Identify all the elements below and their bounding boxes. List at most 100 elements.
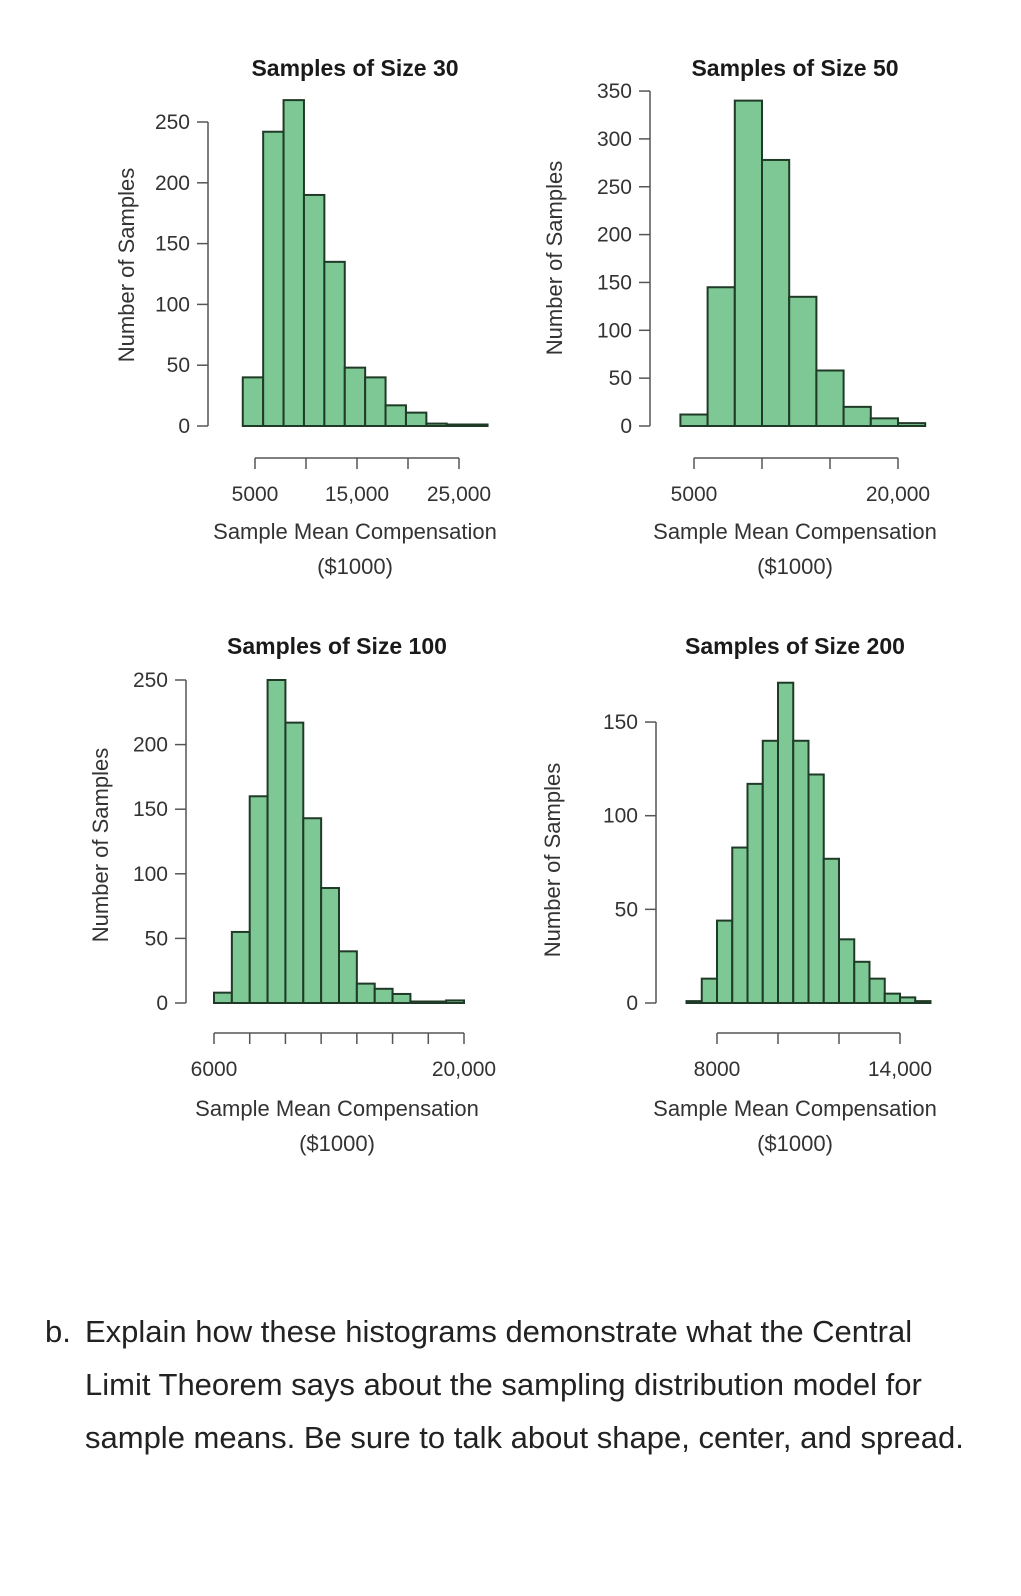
- y-tick-label: 100: [133, 863, 168, 886]
- y-tick-label: 0: [156, 992, 168, 1015]
- x-tick-label: 20,000: [432, 1058, 496, 1081]
- y-tick-label: 200: [133, 734, 168, 757]
- histogram-bar: [700, 977, 718, 1005]
- x-tick-label: 8000: [694, 1058, 741, 1081]
- histogram-bar: [355, 982, 376, 1004]
- histogram-bar: [391, 992, 412, 1004]
- y-tick-label: 150: [133, 798, 168, 821]
- histogram-bar: [733, 99, 763, 428]
- histogram-bar: [899, 996, 917, 1004]
- histogram-bar: [266, 679, 287, 1004]
- x-axis-label: Sample Mean Compensation: [213, 519, 497, 544]
- histogram-bar: [445, 423, 469, 427]
- y-tick-label: 150: [597, 271, 632, 294]
- histogram-bar: [343, 366, 367, 427]
- histogram-bar: [842, 405, 872, 427]
- y-tick-label: 350: [597, 80, 632, 103]
- y-tick-label: 200: [597, 224, 632, 247]
- histogram-bar: [338, 950, 358, 1005]
- histogram-bar: [897, 422, 927, 427]
- histogram-bar: [213, 991, 233, 1005]
- x-tick-label: 20,000: [866, 483, 930, 506]
- x-tick-label: 6000: [191, 1058, 238, 1081]
- histogram-bar: [807, 773, 825, 1005]
- y-tick-label: 250: [155, 111, 190, 134]
- x-axis-label: ($1000): [757, 554, 833, 579]
- y-tick-label: 50: [609, 367, 632, 390]
- histogram-bar: [409, 1000, 430, 1004]
- histogram-bar: [746, 782, 764, 1005]
- histogram-bar: [761, 739, 779, 1005]
- y-tick-label: 50: [167, 354, 190, 377]
- histogram-bar: [230, 930, 251, 1004]
- histogram-panel: Samples of Size 30 0 50 100 150 200 250 Number …: [88, 55, 937, 1156]
- histogram-bar: [284, 721, 305, 1004]
- x-axis-label: ($1000): [317, 554, 393, 579]
- y-axis-label: Number of Samples: [114, 168, 139, 362]
- y-tick-label: 50: [615, 898, 638, 921]
- histogram-bar: [425, 422, 448, 427]
- y-tick-label: 100: [603, 805, 638, 828]
- histogram-bar: [262, 130, 285, 427]
- histogram-bar: [302, 193, 326, 427]
- histogram-bar: [761, 158, 791, 427]
- histogram-bar: [248, 795, 269, 1005]
- x-axis-label: ($1000): [757, 1131, 833, 1156]
- chart-title: Samples of Size 30: [251, 55, 458, 81]
- x-axis-label: Sample Mean Compensation: [653, 519, 937, 544]
- histogram-bar: [679, 413, 709, 427]
- histogram-bar: [302, 817, 323, 1005]
- y-tick-label: 0: [626, 992, 638, 1015]
- histogram-bar: [323, 260, 346, 427]
- histogram-bar: [466, 423, 489, 427]
- y-axis-label: Number of Samples: [540, 763, 565, 957]
- histogram-bar: [364, 376, 387, 427]
- histogram-bar: [282, 99, 305, 427]
- y-axis-label: Number of Samples: [542, 161, 567, 355]
- histogram-bar: [445, 999, 465, 1005]
- y-tick-label: 50: [145, 927, 168, 950]
- x-axis-label: Sample Mean Compensation: [195, 1096, 479, 1121]
- histogram-bar: [815, 369, 845, 427]
- histogram-bar: [838, 938, 856, 1004]
- histogram-bar: [868, 977, 886, 1005]
- histogram-bar: [869, 417, 899, 427]
- histogram-bar: [685, 1000, 703, 1005]
- histogram-bar: [427, 1000, 448, 1004]
- x-tick-label: 5000: [232, 483, 279, 506]
- histogram-bar: [320, 887, 340, 1005]
- histogram-bar: [373, 987, 394, 1005]
- histogram-bar: [716, 919, 734, 1005]
- histogram-bar: [822, 857, 840, 1004]
- y-tick-label: 150: [155, 233, 190, 256]
- histogram-bar: [788, 295, 818, 427]
- x-tick-label: 5000: [671, 483, 718, 506]
- histogram-bar: [241, 376, 265, 427]
- histogram-bar: [384, 404, 407, 428]
- y-axis-label: Number of Samples: [88, 748, 113, 942]
- y-tick-label: 150: [603, 711, 638, 734]
- x-axis-label: ($1000): [299, 1131, 375, 1156]
- y-tick-label: 0: [620, 415, 632, 438]
- histogram-bar: [706, 286, 736, 427]
- y-tick-label: 250: [597, 176, 632, 199]
- histogram-bar: [777, 681, 795, 1004]
- question-text: Explain how these histograms demonstrate…: [85, 1314, 964, 1455]
- histogram-bar: [731, 846, 749, 1005]
- x-tick-label: 15,000: [325, 483, 389, 506]
- y-tick-label: 250: [133, 669, 168, 692]
- y-tick-label: 100: [597, 319, 632, 342]
- y-tick-label: 200: [155, 172, 190, 195]
- x-tick-label: 25,000: [427, 483, 491, 506]
- chart-title: Samples of Size 200: [685, 633, 905, 659]
- x-tick-label: 14,000: [868, 1058, 932, 1081]
- histogram-bar: [853, 960, 871, 1005]
- chart-title: Samples of Size 100: [227, 633, 447, 659]
- histogram-bar: [883, 992, 901, 1005]
- y-tick-label: 0: [178, 415, 190, 438]
- histogram-bar: [914, 1000, 932, 1005]
- y-tick-label: 300: [597, 128, 632, 151]
- histogram-bar: [404, 411, 428, 427]
- chart-title: Samples of Size 50: [691, 55, 898, 81]
- x-axis-label: Sample Mean Compensation: [653, 1096, 937, 1121]
